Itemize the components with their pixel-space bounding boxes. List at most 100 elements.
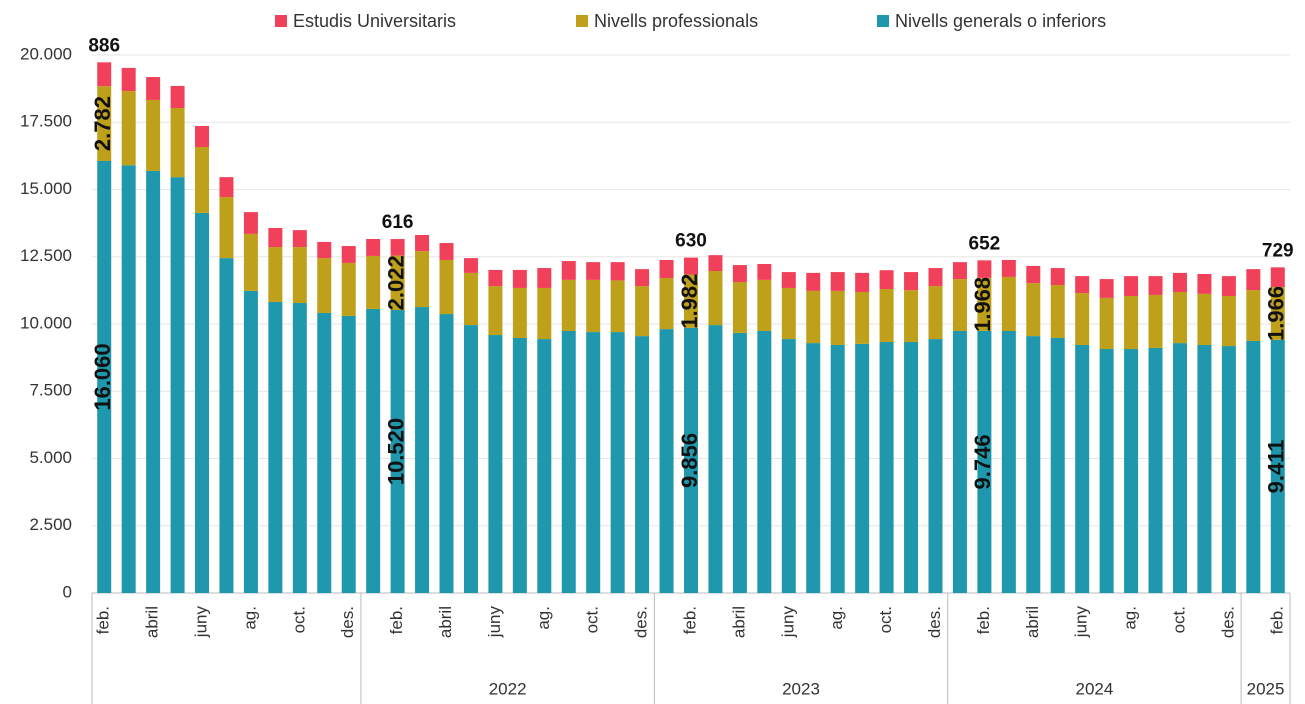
bar-segment — [537, 339, 552, 593]
y-tick-label: 5.000 — [29, 448, 72, 467]
bar-segment — [341, 245, 356, 263]
bar-segment — [219, 197, 234, 259]
bar-segment — [537, 268, 552, 288]
bar-segment — [97, 86, 112, 161]
x-tick-label: juny — [485, 606, 504, 639]
bar-segment — [317, 312, 332, 593]
bar-segment — [439, 259, 454, 315]
bar-segment — [1148, 294, 1163, 348]
x-tick-label: feb. — [974, 606, 993, 634]
y-tick-label: 7.500 — [29, 381, 72, 400]
bar-segment — [561, 279, 576, 331]
bar-segment — [928, 268, 943, 287]
data-label: 652 — [969, 233, 1001, 254]
bar-segment — [292, 230, 307, 248]
x-tick-label: abril — [1023, 606, 1042, 638]
bar-segment — [170, 85, 185, 108]
bar-segment — [732, 265, 747, 283]
bar-segment — [463, 325, 478, 593]
year-label: 2022 — [489, 679, 527, 698]
bar-segment — [1172, 272, 1187, 292]
x-tick-label: abril — [729, 606, 748, 638]
x-tick-label: abril — [436, 606, 455, 638]
x-tick-label: feb. — [680, 606, 699, 634]
bar-segment — [1075, 344, 1090, 593]
bar-segment — [561, 330, 576, 593]
bar-segment — [390, 239, 405, 256]
bar-segment — [488, 286, 503, 336]
bar-segment — [806, 343, 821, 593]
y-tick-label: 0 — [63, 582, 72, 601]
data-label: 630 — [675, 231, 707, 252]
bar-segment — [146, 99, 161, 171]
x-tick-label: juny — [778, 606, 797, 639]
bar-segment — [1124, 276, 1139, 297]
x-tick-label: juny — [192, 606, 211, 639]
bar-segment — [684, 274, 698, 328]
bar-segment — [1026, 336, 1041, 593]
bar-segment — [1050, 284, 1065, 338]
bar-segment — [146, 77, 161, 100]
y-tick-label: 20.000 — [20, 44, 72, 63]
x-tick-label: des. — [338, 606, 357, 638]
bar-segment — [488, 269, 503, 287]
bar-segment — [1246, 269, 1261, 291]
bar-segment — [1270, 267, 1285, 287]
bar-segment — [463, 272, 478, 326]
bar-segment — [610, 262, 625, 281]
bar-segment — [1221, 346, 1236, 593]
legend-label: Nivells generals o inferiors — [895, 11, 1106, 31]
bar-segment — [195, 212, 210, 593]
bar-segment — [268, 301, 283, 593]
data-label: 9.411 — [1264, 440, 1289, 494]
bar-segment — [463, 258, 478, 273]
bar-segment — [977, 260, 992, 278]
bar-segment — [317, 258, 332, 313]
bar-segment — [1197, 273, 1212, 294]
bar-segment — [121, 91, 136, 166]
bar-segment — [806, 272, 821, 291]
bar-segment — [243, 290, 258, 593]
bar-segment — [341, 262, 356, 316]
bar-segment — [415, 251, 430, 308]
bar-segment — [904, 290, 919, 343]
bar-segment — [879, 270, 894, 290]
bar-segment — [97, 160, 112, 593]
bar-segment — [1148, 347, 1163, 593]
bar-segment — [1246, 340, 1261, 593]
legend-swatch — [877, 15, 889, 27]
year-label: 2024 — [1075, 679, 1113, 698]
bar-segment — [879, 342, 894, 593]
data-label: 729 — [1262, 240, 1294, 261]
legend-label: Estudis Universitaris — [293, 11, 456, 31]
bar-segment — [635, 336, 650, 593]
bar-segment — [659, 278, 674, 330]
bar-segment — [219, 177, 234, 198]
bar-segment — [439, 243, 454, 260]
bar-segment — [219, 258, 234, 593]
bar-segment — [1050, 268, 1065, 285]
legend-label: Nivells professionals — [594, 11, 758, 31]
bar-segment — [586, 332, 601, 593]
x-tick-label: oct. — [289, 606, 308, 633]
bar-segment — [757, 330, 772, 593]
x-tick-label: oct. — [583, 606, 602, 633]
x-tick-label: feb. — [387, 606, 406, 634]
bar-segment — [855, 343, 870, 593]
bar-segment — [1172, 291, 1187, 344]
bar-segment — [1148, 276, 1163, 295]
bar-segment — [635, 286, 650, 337]
bar-segment — [439, 314, 454, 593]
bar-segment — [659, 329, 674, 593]
bar-segment — [904, 272, 919, 291]
bar-segment — [806, 290, 821, 344]
x-tick-label: ag. — [534, 606, 553, 630]
bar-segment — [366, 255, 381, 309]
bar-segment — [781, 272, 796, 288]
bar-segment — [390, 310, 405, 593]
bar-segment — [1197, 344, 1212, 593]
bar-segment — [855, 272, 870, 292]
x-tick-label: feb. — [94, 606, 113, 634]
bar-segment — [610, 280, 625, 333]
bar-segment — [366, 308, 381, 593]
